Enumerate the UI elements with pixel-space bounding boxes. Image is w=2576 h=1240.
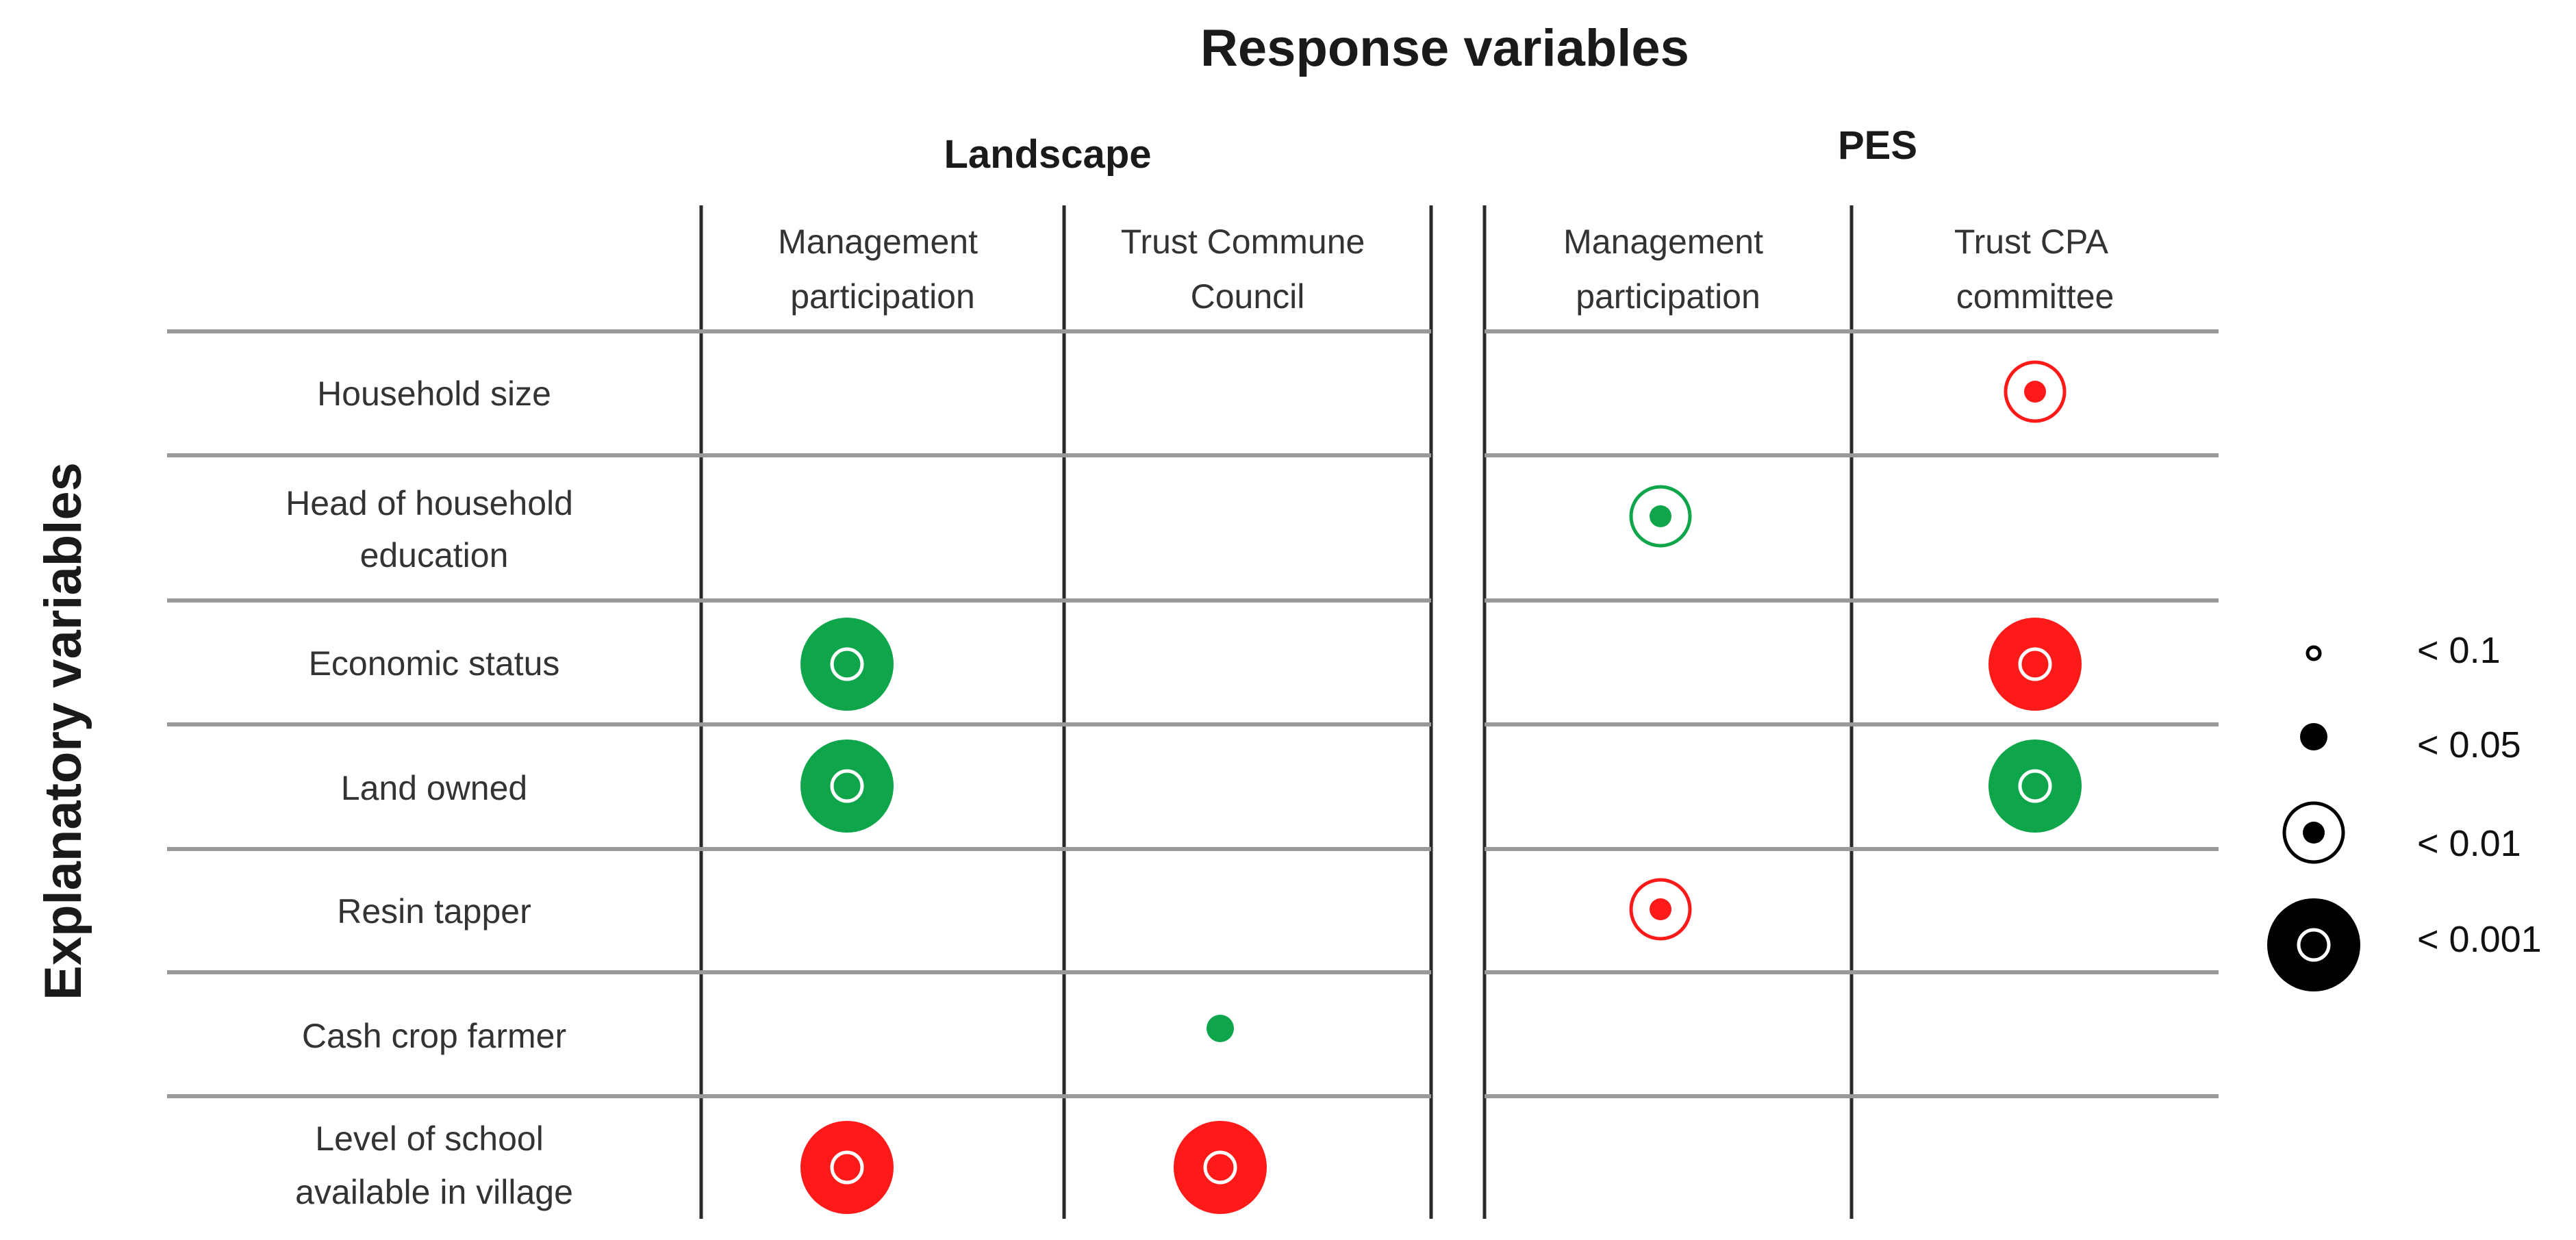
legend-symbol	[2306, 645, 2322, 661]
significance-markers	[800, 360, 2082, 1214]
significance-marker-negative	[2004, 360, 2067, 423]
column-header-landscape-management: Management participation	[778, 223, 987, 316]
row-label-cash-crop-farmer: Cash crop farmer	[302, 1017, 566, 1055]
significance-marker-positive	[800, 739, 894, 833]
row-label-level-of-school: Level of school available in village	[295, 1119, 573, 1211]
column-header-pes-management: Management participation	[1563, 223, 1773, 316]
significance-marker-negative	[800, 1121, 894, 1214]
legend-symbol	[2282, 801, 2345, 864]
legend-symbol	[2267, 898, 2360, 991]
row-label-head-of-household-education: Head of household education	[286, 484, 583, 574]
legend: < 0.1 < 0.05 < 0.01 < 0.001	[2267, 630, 2542, 991]
legend-label-p005: < 0.05	[2417, 724, 2521, 765]
column-header-trust-cpa-committee: Trust CPA committee	[1954, 223, 2116, 316]
legend-label-p0001: < 0.001	[2417, 919, 2542, 960]
significance-marker-positive	[800, 618, 894, 711]
row-label-economic-status: Economic status	[309, 644, 560, 683]
row-label-household-size: Household size	[317, 375, 551, 413]
y-axis-title: Explanatory variables	[34, 462, 92, 1000]
grid	[167, 205, 2219, 1219]
legend-label-p001: < 0.01	[2417, 823, 2521, 864]
significance-marker-negative	[1174, 1121, 1267, 1214]
significance-marker-negative	[1629, 878, 1692, 941]
column-header-trust-commune-council: Trust Commune Council	[1121, 223, 1374, 316]
significance-marker-negative	[1988, 618, 2082, 711]
group-header-landscape: Landscape	[944, 132, 1152, 177]
significance-marker-positive	[1988, 739, 2082, 833]
legend-symbol	[2300, 723, 2327, 750]
column-headers: Management participation Trust Commune C…	[778, 223, 2116, 316]
row-label-resin-tapper: Resin tapper	[337, 892, 531, 931]
legend-symbols	[2267, 645, 2360, 991]
significance-marker-positive	[1629, 485, 1692, 548]
significance-marker-positive	[1207, 1015, 1234, 1042]
figure-title: Response variables	[1200, 19, 1689, 77]
legend-label-p01: < 0.1	[2417, 630, 2501, 671]
row-labels: Household size Head of household educati…	[286, 375, 583, 1211]
row-label-land-owned: Land owned	[341, 769, 527, 807]
group-header-pes: PES	[1838, 123, 1917, 168]
